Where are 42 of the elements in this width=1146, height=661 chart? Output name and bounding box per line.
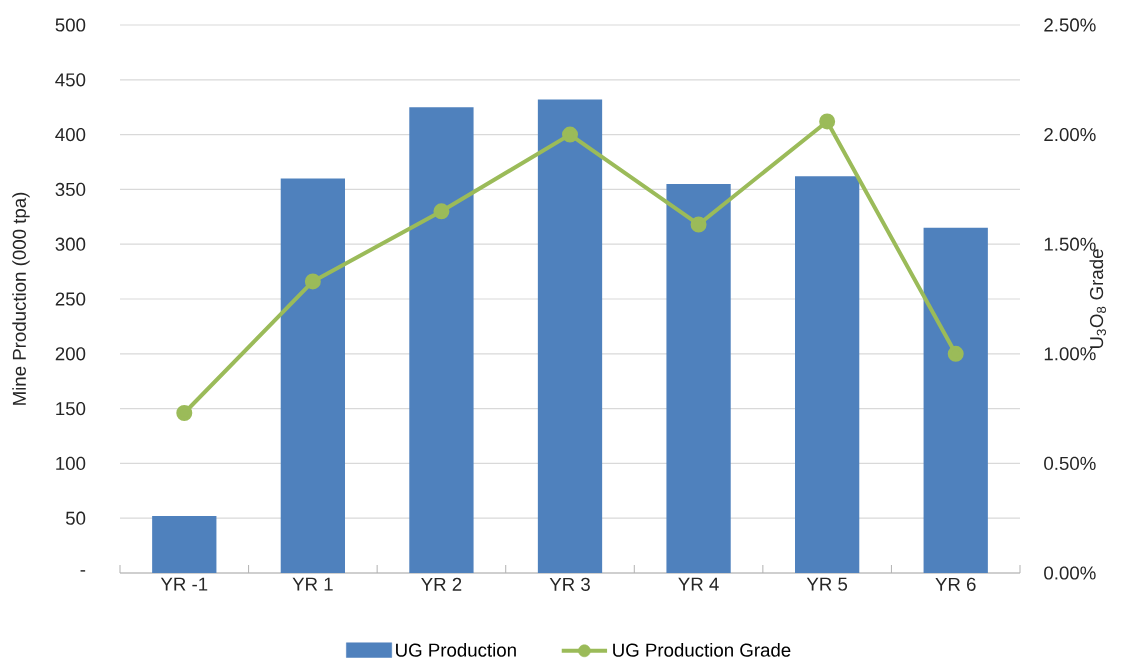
y-axis-title: Mine Production (000 tpa) — [12, 192, 30, 405]
y2-tick-label: 0.50% — [1044, 456, 1096, 471]
y-tick-label: 500 — [55, 18, 86, 32]
y-tick-label: 350 — [55, 182, 86, 197]
x-tick-label: YR 3 — [549, 577, 590, 591]
point — [176, 404, 193, 421]
y-tick-label: - — [80, 570, 86, 572]
x-tick-label: YR 1 — [292, 577, 333, 591]
y-tick-label: 300 — [55, 237, 86, 251]
x-tick-label: YR 6 — [935, 577, 976, 591]
bar — [795, 176, 860, 573]
bar — [280, 178, 345, 573]
legend-label: UG Production — [396, 643, 516, 657]
y-tick-label: 50 — [65, 511, 86, 525]
y2-tick-label: 1.00% — [1044, 347, 1096, 361]
y-tick-label: 450 — [55, 73, 86, 87]
point — [947, 345, 964, 362]
point — [433, 203, 450, 220]
y2-tick-label: 0.00% — [1044, 566, 1096, 580]
x-tick-label: YR 2 — [421, 577, 462, 591]
y-tick-label: 250 — [55, 292, 86, 306]
x-tick-label: YR 5 — [806, 577, 848, 591]
x-tick-label: YR -1 — [160, 577, 208, 591]
point — [304, 273, 321, 290]
bar — [409, 107, 474, 573]
bar — [537, 99, 603, 573]
y-tick-label: 200 — [55, 347, 86, 361]
bar — [666, 183, 731, 573]
y2-tick-label: 2.00% — [1044, 127, 1096, 142]
legend-label: UG Production Grade — [613, 643, 791, 657]
y2-axis-title: U$_{3}$O$_{8}$ Grade — [1089, 249, 1106, 349]
y2-tick-label: 1.50% — [1044, 237, 1096, 251]
bar — [923, 227, 988, 573]
x-tick-label: YR 4 — [678, 577, 719, 591]
y2-tick-label: 2.50% — [1044, 18, 1096, 32]
point — [819, 113, 836, 130]
point — [562, 126, 579, 143]
y-tick-label: 100 — [56, 456, 86, 471]
y-tick-label: 400 — [55, 127, 86, 142]
point — [690, 216, 707, 233]
y-tick-label: 150 — [56, 401, 86, 416]
bar — [152, 516, 217, 573]
